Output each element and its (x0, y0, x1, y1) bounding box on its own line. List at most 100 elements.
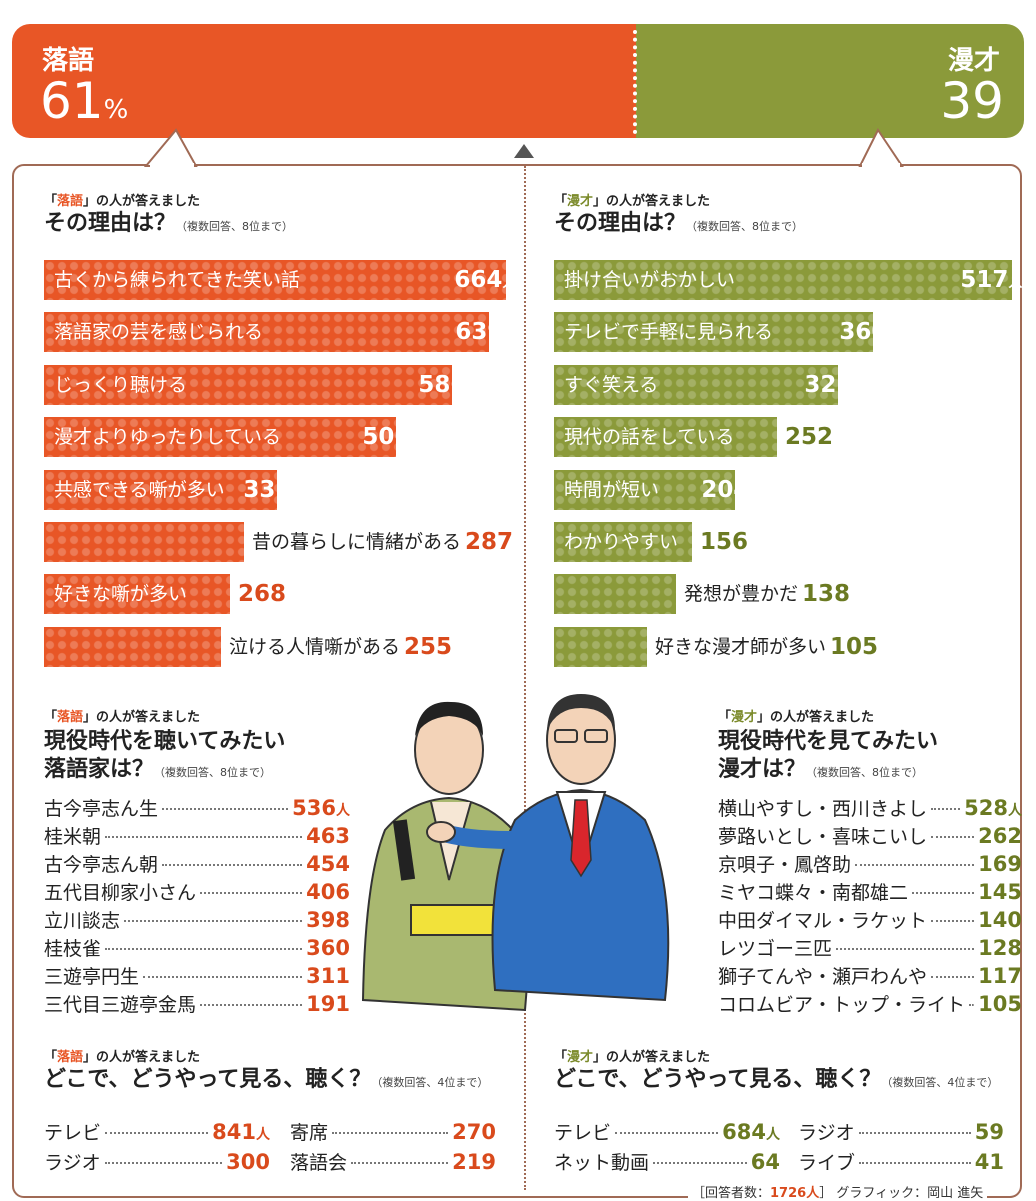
where-value: 64 (750, 1150, 780, 1174)
performers-illustration (361, 694, 670, 1012)
list-name: 京唄子・鳳啓助 (718, 854, 852, 876)
where-value: 41 (974, 1150, 1004, 1174)
bar-label: 共感できる噺が多い (54, 478, 225, 501)
unit-label: 人 (256, 1127, 270, 1143)
leader-dots (931, 808, 961, 810)
list-value: 454 (306, 852, 350, 876)
leader-dots (162, 864, 303, 866)
bar-red (44, 574, 230, 615)
list-value: 145 (978, 880, 1022, 904)
rakugo-reasons-title: その理由は？（複数回答、8位まで） (44, 211, 294, 236)
bar-green (554, 312, 873, 353)
unit-label: 人 (1008, 275, 1023, 291)
where-row: 落語会 219 (290, 1148, 496, 1175)
list-value: 128 (978, 936, 1022, 960)
list-row: 古今亭志ん生 536人 (44, 794, 350, 821)
bar-value: 138 (802, 581, 851, 608)
leader-dots (332, 1132, 449, 1134)
manzai-banner-label: 漫才 (947, 46, 1000, 76)
list-row: 五代目柳家小さん 406 (44, 878, 350, 905)
list-row: 立川談志 398 (44, 906, 350, 933)
list-name: 五代目柳家小さん (44, 882, 197, 904)
list-value: 406 (306, 880, 350, 904)
bar-red (44, 522, 244, 562)
list-name: 獅子てんや・瀬戸わんや (718, 966, 928, 988)
leader-dots (855, 864, 975, 866)
leader-dots (105, 948, 303, 950)
manzai-where-title: どこで、どうやって見る、聴く？（複数回答、4位まで） (554, 1067, 999, 1092)
leader-dots (200, 1004, 303, 1006)
bar-value: 321 (804, 371, 853, 398)
list-name: 古今亭志ん朝 (44, 854, 159, 876)
list-value: 262 (978, 824, 1022, 848)
bar-label: 掛け合いがおかしい (564, 269, 736, 291)
bar-label: すぐ笑える (564, 373, 659, 396)
leader-dots (143, 976, 303, 978)
bar-green (554, 626, 647, 667)
leader-dots (931, 976, 975, 978)
leader-dots (836, 948, 975, 950)
list-name: 桂米朝 (44, 826, 102, 848)
where-name: ラジオ (44, 1152, 101, 1174)
rakugo-where-title: どこで、どうやって見る、聴く？（複数回答、4位まで） (44, 1067, 489, 1092)
banner-divider (633, 30, 637, 134)
where-row: テレビ 841人 (44, 1118, 270, 1145)
list-name: コロムビア・トップ・ライト (718, 994, 966, 1016)
bar-value: 664人 (454, 267, 517, 293)
bar-label: テレビで手軽に見られる (564, 321, 774, 344)
leader-dots (105, 836, 303, 838)
list-value: 105 (978, 992, 1022, 1016)
manzai-performers-title-line1: 現役時代を見てみたい (718, 729, 939, 754)
list-row: レツゴー三匹 128 (718, 934, 1022, 961)
bar-value: 586 (418, 371, 467, 398)
center-arrow-icon (514, 144, 534, 158)
bar-red (44, 312, 489, 353)
rakugo-pointer (143, 128, 198, 167)
list-row: 桂米朝 463 (44, 822, 350, 849)
where-name: ライブ (798, 1152, 856, 1174)
leader-dots (200, 892, 303, 894)
list-value: 169 (978, 852, 1022, 876)
list-name: 古今亭志ん生 (44, 798, 159, 820)
leader-dots (162, 808, 289, 810)
manzai-percent: 39 (940, 72, 1004, 130)
bar-red (44, 417, 396, 458)
bar-value: 156 (700, 529, 749, 555)
list-value: 528人 (964, 796, 1022, 820)
bar-value: 252 (785, 424, 834, 451)
manzai-reasons-title: その理由は？（複数回答、8位まで） (554, 211, 804, 236)
bar-green (554, 364, 838, 405)
list-name: 立川談志 (44, 910, 121, 932)
bar-green (554, 574, 676, 615)
where-row: テレビ 684人 (554, 1118, 780, 1145)
list-row: 桂枝雀 360 (44, 934, 350, 961)
list-row: 夢路いとし・喜味こいし 262 (718, 822, 1022, 849)
where-value: 300 (226, 1150, 270, 1174)
rakugo-performers-title-line2: 落語家は？（複数回答、8位まで） (44, 757, 272, 782)
where-row: ライブ 41 (798, 1148, 1004, 1175)
bar-label: 古くから練られてきた笑い話 (54, 269, 300, 291)
leader-dots (931, 836, 975, 838)
list-row: 三代目三遊亭金馬 191 (44, 990, 350, 1017)
manzai-banner (636, 24, 1024, 138)
unit-label: 人 (336, 803, 350, 819)
bar-label: わかりやすい (564, 531, 679, 553)
manzai-performer-figure (426, 694, 670, 1002)
list-name: 桂枝雀 (44, 938, 102, 960)
where-row: ネット動画 64 (554, 1148, 780, 1175)
bar-red (44, 626, 221, 667)
list-name: 横山やすし・西川きよし (718, 798, 928, 820)
where-value: 270 (452, 1120, 496, 1144)
bar-red (44, 260, 506, 300)
where-name: テレビ (44, 1122, 102, 1144)
list-value: 117 (978, 964, 1022, 988)
rakugo-performer-figure (361, 701, 530, 1012)
bar-value: 268 (238, 581, 287, 608)
list-row: 古今亭志ん朝 454 (44, 850, 350, 877)
bar-label: 時間が短い (564, 478, 660, 501)
bar-label: 昔の暮らしに情緒がある (252, 531, 462, 553)
leader-dots (912, 892, 975, 894)
list-name: ミヤコ蝶々・南都雄二 (718, 882, 909, 904)
leader-dots (105, 1132, 209, 1134)
rakugo-where-subtitle: 「落語」の人が答えました (44, 1050, 201, 1065)
